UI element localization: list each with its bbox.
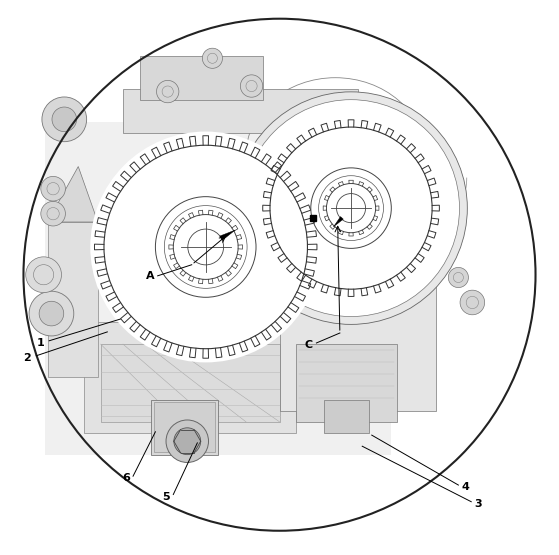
Circle shape <box>259 116 443 300</box>
Circle shape <box>42 97 87 142</box>
Circle shape <box>39 301 64 326</box>
Circle shape <box>243 100 459 316</box>
Circle shape <box>460 290 485 315</box>
Circle shape <box>29 291 74 336</box>
Text: C: C <box>305 340 312 350</box>
Circle shape <box>235 92 467 324</box>
Circle shape <box>166 420 209 462</box>
Bar <box>296 344 397 422</box>
Text: 1: 1 <box>36 338 44 348</box>
Circle shape <box>157 80 179 103</box>
Bar <box>45 122 391 455</box>
Text: A: A <box>145 271 154 281</box>
Circle shape <box>41 176 65 201</box>
Text: 2: 2 <box>23 353 31 363</box>
Polygon shape <box>48 166 98 222</box>
Bar <box>154 402 215 452</box>
Bar <box>48 222 98 377</box>
Polygon shape <box>220 230 235 240</box>
Circle shape <box>90 132 321 362</box>
Circle shape <box>202 48 222 68</box>
Bar <box>151 400 218 455</box>
Text: 5: 5 <box>162 492 170 502</box>
Circle shape <box>52 107 77 132</box>
Bar <box>101 344 280 422</box>
Circle shape <box>174 428 201 455</box>
Bar <box>84 322 296 433</box>
Circle shape <box>26 257 61 292</box>
Text: 3: 3 <box>474 499 482 509</box>
Bar <box>140 56 263 100</box>
Bar <box>280 178 436 411</box>
Circle shape <box>41 201 65 226</box>
Circle shape <box>448 268 468 287</box>
Text: 4: 4 <box>461 482 469 492</box>
Circle shape <box>240 75 263 97</box>
Text: 6: 6 <box>122 473 130 483</box>
Bar <box>123 89 358 133</box>
Polygon shape <box>333 216 343 227</box>
Bar <box>324 400 369 433</box>
